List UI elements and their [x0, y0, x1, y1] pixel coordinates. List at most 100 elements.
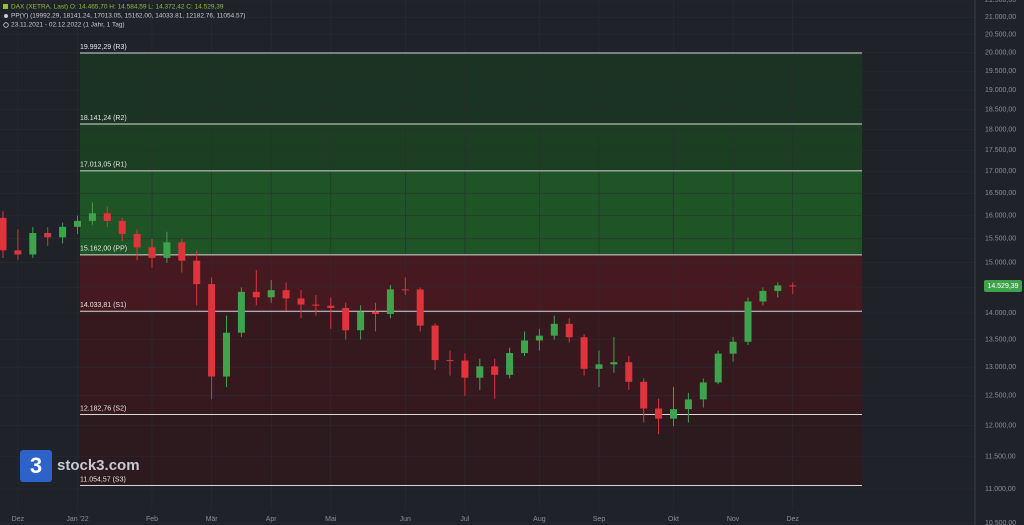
candle-body	[476, 366, 484, 378]
candle-body	[655, 408, 663, 419]
candle-body	[416, 289, 424, 326]
y-tick-label: 19.500,00	[985, 68, 1016, 75]
candle-body	[29, 233, 37, 255]
date-range: 23.11.2021 - 02.12.2022 (1 Jahr, 1 Tag)	[11, 22, 125, 29]
pivot-zone	[80, 53, 862, 124]
candle-body	[208, 284, 216, 377]
y-tick-label: 13.000,00	[985, 364, 1016, 371]
pivot-zone	[80, 123, 862, 171]
pivot-label: 14.033,81 (S1)	[80, 302, 126, 309]
candle-body	[103, 213, 111, 221]
y-tick-label: 10.500,00	[985, 520, 1016, 525]
x-tick-label: Jan '22	[66, 516, 88, 523]
x-tick-label: Mär	[206, 516, 219, 523]
candle-body	[88, 213, 96, 221]
logo	[20, 450, 52, 482]
candles	[0, 202, 797, 435]
candle-body	[312, 304, 320, 306]
y-tick-label: 15.500,00	[985, 236, 1016, 243]
grid	[0, 0, 975, 524]
x-tick-label: Okt	[668, 516, 679, 523]
candle-body	[595, 364, 603, 369]
x-tick-label: Dez	[786, 516, 799, 523]
candle-body	[461, 360, 469, 378]
y-tick-label: 13.500,00	[985, 336, 1016, 343]
axes: 21.500,00 21.000,00 20.500,00 20.000,00 19.5…	[12, 0, 1022, 525]
candle-body	[118, 220, 126, 234]
logo-mark: 3	[30, 453, 42, 478]
x-tick-label: Feb	[146, 516, 158, 523]
candle-body	[59, 226, 67, 238]
pivot-zone	[80, 170, 862, 255]
candle-body	[74, 220, 81, 227]
y-tick-label: 18.500,00	[985, 107, 1016, 114]
clock-icon	[3, 22, 9, 28]
candle-body	[148, 247, 156, 258]
candle-body	[327, 305, 335, 308]
pivot-zone	[80, 414, 862, 486]
y-tick-label: 20.000,00	[985, 50, 1016, 57]
candle-body	[267, 290, 275, 298]
pivot-label: 12.182,76 (S2)	[80, 405, 126, 412]
y-tick-label: 17.500,00	[985, 147, 1016, 154]
x-tick-label: Dez	[12, 516, 25, 523]
candle-body	[640, 381, 648, 409]
candle-body	[550, 323, 558, 336]
symbol-icon	[3, 4, 8, 9]
y-tick-label: 12.000,00	[985, 422, 1016, 429]
candle-body	[670, 409, 677, 419]
pivot-label: 18.141,24 (R2)	[80, 115, 127, 122]
indicator-icon	[4, 14, 8, 18]
zones	[80, 53, 862, 486]
candle-body	[44, 233, 52, 238]
candle-body	[178, 242, 186, 261]
pivot-label: 15.162,00 (PP)	[80, 246, 127, 253]
candle-body	[237, 291, 245, 333]
y-tick-label: 19.000,00	[985, 87, 1016, 94]
candle-body	[699, 382, 707, 400]
y-tick-label: 16.000,00	[985, 212, 1016, 219]
chart-title: DAX (XETRA, Last) O: 14.465,70 H: 14.584…	[11, 4, 224, 11]
x-tick-label: Jul	[460, 516, 469, 523]
candle-body	[357, 311, 365, 331]
candle-body	[684, 399, 692, 410]
y-tick-label: 12.500,00	[985, 393, 1016, 400]
candle-body	[401, 289, 409, 291]
candle-body	[759, 290, 767, 302]
candle-body	[223, 332, 230, 377]
candle-body	[193, 260, 201, 285]
candle-body	[133, 233, 141, 248]
watermark: stock3.com	[57, 457, 140, 474]
candle-body	[506, 353, 514, 375]
candle-body	[565, 323, 573, 338]
y-tick-label: 18.000,00	[985, 127, 1016, 134]
candle-body	[714, 353, 722, 383]
candle-body	[610, 362, 618, 365]
candle-body	[625, 362, 633, 382]
y-tick-label: 17.000,00	[985, 168, 1016, 175]
chart-subtitle: PP(Y) (19992.29, 18141.24, 17013.05, 151…	[11, 13, 245, 20]
candle-body	[521, 340, 528, 354]
pivot-label: 19.992,29 (R3)	[80, 44, 127, 51]
candle-body	[14, 250, 22, 255]
candle-body	[729, 341, 737, 354]
candle-body	[252, 291, 260, 298]
candle-body	[774, 285, 782, 291]
y-tick-label: 15.000,00	[985, 260, 1016, 267]
candle-body	[282, 290, 290, 299]
x-tick-label: Mai	[325, 516, 337, 523]
pivot-label: 11.054,57 (S3)	[80, 476, 126, 483]
candle-body	[535, 335, 543, 341]
candle-body	[386, 289, 394, 315]
y-tick-label: 14.000,00	[985, 310, 1016, 317]
x-tick-label: Aug	[533, 516, 546, 523]
candle-body	[297, 298, 305, 305]
candle-body	[744, 301, 752, 342]
x-tick-label: Nov	[727, 516, 740, 523]
x-tick-label: Apr	[266, 516, 278, 523]
candle-body	[446, 360, 454, 362]
candle-body	[789, 285, 797, 287]
candle-body	[342, 307, 350, 331]
levels: 19.992,29 (R3) 18.141,24 (R2) 17.013,05 (R…	[80, 44, 862, 486]
